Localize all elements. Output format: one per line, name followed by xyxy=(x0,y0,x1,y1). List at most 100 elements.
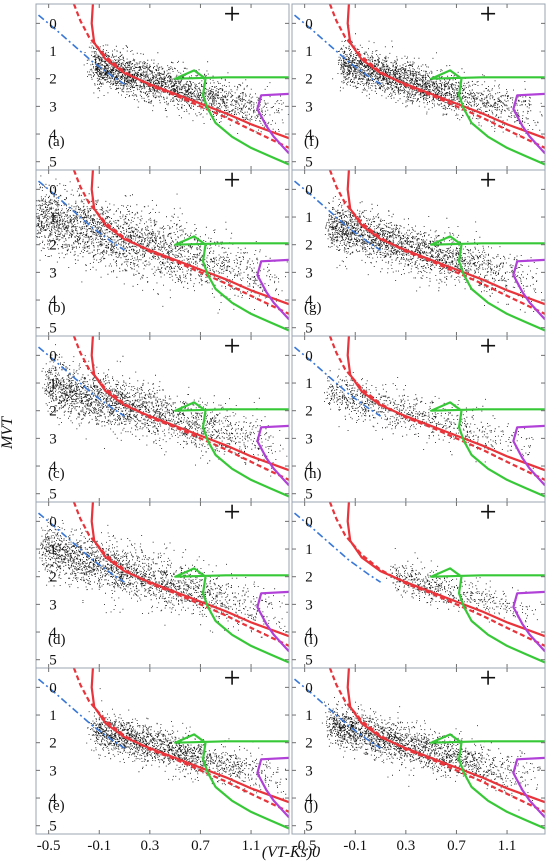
y-tick-label: 4 xyxy=(305,459,313,475)
x-tick-label: -0.5 xyxy=(37,838,61,854)
plot-area xyxy=(37,4,289,166)
y-tick-label: 2 xyxy=(305,404,313,420)
curve-red-solid xyxy=(90,336,289,472)
y-tick-label: 3 xyxy=(305,265,313,281)
y-tick-label: 5 xyxy=(305,653,313,669)
curve-blue-dashdot xyxy=(37,512,125,583)
y-tick-label: 5 xyxy=(49,321,57,337)
y-tick-label: 2 xyxy=(49,404,57,420)
curve-purple-solid xyxy=(512,756,545,819)
y-tick-label: 2 xyxy=(305,570,313,586)
plot-area xyxy=(293,502,545,664)
panel-i: 0 1 2 3 4 5 (i) xyxy=(291,501,546,669)
curve-red-solid xyxy=(90,4,289,140)
y-tick-label: 4 xyxy=(49,625,57,641)
scatter-points xyxy=(86,688,287,799)
y-tick-label: 0 xyxy=(49,348,57,364)
curve-green-solid xyxy=(430,69,545,166)
y-tick-label: 4 xyxy=(49,791,57,807)
curve-red-dashed xyxy=(328,4,545,149)
y-tick-label: 4 xyxy=(305,293,313,309)
curve-green-solid xyxy=(174,733,289,830)
y-tick-label: 1 xyxy=(305,44,313,60)
plot-area xyxy=(37,668,289,830)
panel-e: 0 1 2 3 4 5 (e) -0.5 -0.1 0.3 0.7 1.1 xyxy=(35,667,290,854)
y-tick-label: 4 xyxy=(305,791,313,807)
panel-frame xyxy=(291,3,546,171)
panels-layer: 0 1 2 3 4 5 (a) 0 1 2 3 4 5 (b) 0 1 2 3 4 5 (c) 0 1 2 3 4 5 (d) 0 1 2 3… xyxy=(35,3,546,854)
scatter-points xyxy=(41,344,288,477)
scatter-point-cloud xyxy=(321,696,541,811)
y-tick-label: 3 xyxy=(49,763,57,779)
panel-label: (d) xyxy=(48,632,66,648)
y-tick-label: 1 xyxy=(305,376,313,392)
scatter-points xyxy=(38,516,289,638)
panel-j: 0 1 2 3 4 5 (j) -0.5 -0.1 0.3 0.7 1.1 xyxy=(291,667,546,854)
curve-red-solid xyxy=(346,668,545,804)
panel-f: 0 1 2 3 4 5 (f) xyxy=(291,3,546,171)
curve-purple-solid xyxy=(256,424,289,487)
y-tick-label: 4 xyxy=(49,293,57,309)
y-tick-label: 2 xyxy=(49,72,57,88)
x-axis-title: (VT-Ks)0 xyxy=(262,844,320,861)
y-tick-label: 3 xyxy=(49,99,57,115)
y-tick-label: 1 xyxy=(305,708,313,724)
y-tick-label: 2 xyxy=(305,736,313,752)
y-tick-label: 2 xyxy=(305,238,313,254)
scatter-point-cloud xyxy=(83,42,289,146)
y-tick-label: 5 xyxy=(305,819,313,835)
curve-green-solid xyxy=(430,235,545,332)
plot-area xyxy=(37,336,289,498)
y-tick-label: 1 xyxy=(49,44,57,60)
curve-purple-solid xyxy=(512,258,545,321)
y-tick-label: 0 xyxy=(49,16,57,32)
curve-red-solid xyxy=(346,4,545,140)
y-tick-label: 0 xyxy=(305,348,313,364)
curve-purple-solid xyxy=(512,424,545,487)
y-tick-label: 0 xyxy=(49,514,57,530)
scatter-points xyxy=(332,25,543,138)
curve-green-solid xyxy=(174,69,289,166)
scatter-point-cloud xyxy=(36,175,288,314)
curve-purple-solid xyxy=(256,756,289,819)
panel-frame xyxy=(291,335,546,503)
panel-b: 0 1 2 3 4 5 (b) xyxy=(35,169,290,337)
panel-d: 0 1 2 3 4 5 (d) xyxy=(35,501,290,669)
scatter-point-cloud xyxy=(38,516,289,638)
curve-red-dashed xyxy=(328,170,545,315)
curve-red-dashed xyxy=(72,4,289,149)
y-tick-label: 0 xyxy=(305,182,313,198)
curve-blue-dashdot xyxy=(37,14,125,85)
panel-frame xyxy=(35,501,290,669)
scatter-points xyxy=(386,548,542,627)
curve-blue-dashdot xyxy=(293,14,382,85)
y-tick-label: 3 xyxy=(305,597,313,613)
x-tick-label: 1.1 xyxy=(498,838,517,854)
curve-red-solid xyxy=(90,668,289,804)
curve-blue-dashdot xyxy=(37,678,125,749)
y-tick-label: 1 xyxy=(305,542,313,558)
panel-a: 0 1 2 3 4 5 (a) xyxy=(35,3,290,171)
scatter-points xyxy=(324,196,542,313)
curve-blue-dashdot xyxy=(293,346,382,417)
curve-red-solid xyxy=(346,502,545,638)
panel-label: (h) xyxy=(304,466,322,482)
y-tick-label: 3 xyxy=(49,597,57,613)
y-tick-label: 3 xyxy=(49,431,57,447)
plot-area xyxy=(37,502,289,664)
panel-frame xyxy=(35,169,290,337)
panel-label: (j) xyxy=(304,798,318,814)
y-tick-label: 5 xyxy=(305,321,313,337)
y-tick-label: 2 xyxy=(305,72,313,88)
plot-area xyxy=(293,668,545,830)
x-tick-label: 0.7 xyxy=(447,838,466,854)
curve-purple-solid xyxy=(256,92,289,155)
curve-green-solid xyxy=(430,567,545,664)
scatter-points xyxy=(83,42,289,146)
curve-red-solid xyxy=(346,336,545,472)
curve-red-dashed xyxy=(328,502,545,647)
x-tick-label: -0.1 xyxy=(343,838,367,854)
curve-red-dashed xyxy=(72,502,289,647)
y-tick-label: 1 xyxy=(49,542,57,558)
